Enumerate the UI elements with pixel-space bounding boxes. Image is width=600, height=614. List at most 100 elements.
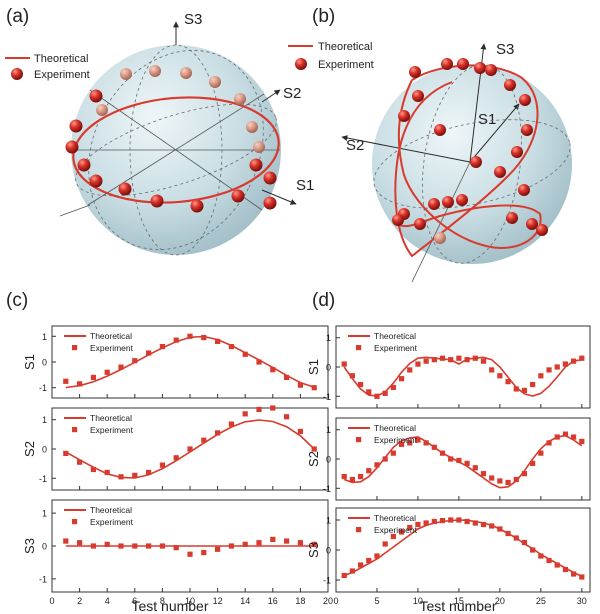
panel-b-point [434, 124, 446, 136]
y-tick-label: -1 [323, 392, 331, 402]
panel-b-point [434, 232, 446, 244]
experiment-point [357, 473, 364, 480]
experiment-point [357, 381, 364, 388]
experiment-point [554, 364, 560, 370]
panel-b-point [511, 146, 523, 158]
experiment-point [173, 545, 179, 551]
experiment-point [297, 428, 303, 435]
panel-b-point [470, 156, 482, 168]
experiment-point [530, 547, 536, 553]
experiment-point [118, 474, 124, 480]
panel-a-point [65, 140, 79, 154]
panel-b-point [485, 64, 497, 76]
x-tick-label: 14 [240, 596, 250, 606]
experiment-point [423, 520, 429, 526]
experiment-point [256, 406, 262, 413]
panel-c-xlabel: Test number [131, 598, 208, 614]
experiment-point [456, 457, 462, 464]
panel-a-grid-equator [75, 103, 277, 197]
experiment-point [579, 438, 585, 445]
experiment-point [349, 568, 355, 574]
experiment-point [284, 538, 290, 544]
experiment-point [201, 437, 207, 443]
panel-a-theoretical-curve [72, 96, 280, 204]
y-tick-label: -1 [323, 484, 331, 494]
panel-a-s2-label: S2 [283, 85, 301, 102]
legend-marker [72, 427, 78, 433]
panel-b-point [494, 166, 506, 178]
experiment-point [215, 546, 221, 552]
chart-c-s2: -1 0 1 S2 Theoretical Experiment [22, 405, 329, 491]
experiment-point [374, 462, 380, 468]
experiment-point [118, 543, 124, 549]
x-tick-label: 4 [105, 596, 110, 606]
y-tick-label: 1 [326, 516, 331, 526]
experiment-point [431, 357, 437, 363]
y-tick-label: -1 [39, 383, 47, 393]
x-tick-label: 30 [577, 596, 587, 606]
panel-a-point [89, 89, 103, 103]
experiment-point [505, 530, 511, 537]
legend-experiment: Experiment [90, 343, 134, 353]
y-axis-label: S3 [306, 542, 321, 558]
experiment-point [159, 543, 165, 549]
experiment-point [390, 533, 396, 540]
experiment-point [297, 382, 303, 388]
panel-b-legend-theoretical: Theoretical [318, 41, 372, 53]
experiment-point [215, 430, 221, 436]
x-tick-label: 16 [268, 596, 278, 606]
experiment-point [104, 369, 110, 375]
panel-b-point [442, 196, 454, 208]
experiment-point [489, 367, 495, 373]
x-tick-label: 2 [77, 596, 82, 606]
experiment-point [530, 460, 536, 466]
experiment-point [571, 358, 577, 364]
y-tick-label: 1 [42, 509, 47, 519]
panel-b-legend-experiment: Experiment [318, 59, 374, 71]
y-axis-label: S1 [306, 359, 321, 375]
legend-marker [72, 519, 78, 525]
panel-b-point [456, 194, 468, 206]
experiment-point [242, 351, 248, 357]
panel-b-point [474, 62, 486, 74]
line-charts: -101S1TheoreticalExperiment-101S2Theoret… [22, 325, 591, 606]
experiment-point [349, 476, 355, 483]
y-axis-label: S2 [306, 451, 321, 467]
experiment-point [256, 540, 262, 546]
experiment-point [341, 473, 347, 480]
experiment-point [538, 373, 544, 379]
experiment-point [579, 574, 585, 580]
experiment-point [439, 518, 446, 524]
experiment-point [472, 465, 478, 471]
panel-a-legend-ball [11, 68, 23, 80]
experiment-point [407, 367, 413, 373]
panel-b-theoretical-curve [394, 64, 542, 258]
x-tick-label: 0 [333, 596, 338, 606]
legend-theoretical: Theoretical [374, 513, 416, 523]
experiment-point [439, 355, 446, 361]
experiment-point [456, 517, 462, 523]
panel-a-axis-s1 [261, 189, 297, 205]
experiment-point [173, 337, 179, 343]
legend-marker [356, 527, 362, 533]
x-tick-label: 18 [295, 596, 305, 606]
legend-experiment: Experiment [90, 425, 134, 435]
experiment-point [173, 455, 179, 461]
panel-b-point [392, 214, 404, 226]
panel-a-axis-tail [59, 204, 91, 217]
experiment-point [431, 518, 437, 525]
panel-b-axis-s2 [341, 135, 471, 163]
experiment-point [571, 434, 577, 440]
panel-b-point [412, 90, 424, 102]
panel-a-legend: Theoretical Experiment [5, 53, 90, 81]
experiment-point [448, 456, 454, 462]
experiment-point [104, 541, 110, 547]
panel-b-s3-label: S3 [496, 41, 514, 58]
experiment-point [118, 364, 124, 370]
experiment-point [270, 405, 276, 411]
chart-c-s1: -1 0 1 S1 Theoretical Experiment [22, 325, 329, 399]
experiment-point [505, 379, 511, 385]
experiment-point [489, 523, 495, 529]
